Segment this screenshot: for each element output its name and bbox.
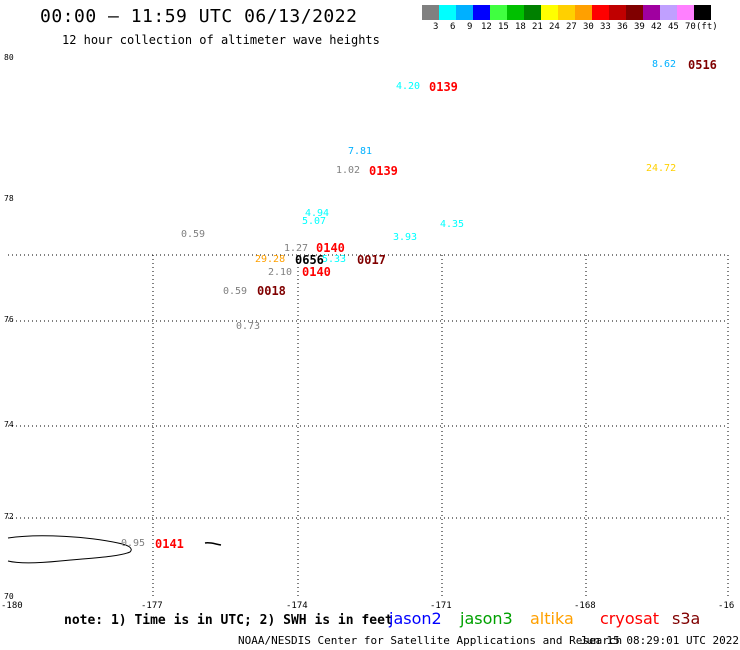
generated-timestamp: Jun 15 08:29:01 UTC 2022 xyxy=(580,634,739,647)
legend-label: 15 xyxy=(498,22,509,32)
legend-swatch xyxy=(541,5,558,20)
legend-label: 70 xyxy=(685,22,696,32)
legend-swatch xyxy=(490,5,507,20)
swh-reading: 8.62 xyxy=(652,59,677,70)
legend-swatch xyxy=(439,5,456,20)
credit-line: NOAA/NESDIS Center for Satellite Applica… xyxy=(238,634,623,647)
satellite-jason3: jason3 xyxy=(460,609,513,628)
pass-time: 0139 xyxy=(429,80,458,94)
legend-label: 42 xyxy=(651,22,662,32)
legend-label: 18 xyxy=(515,22,526,32)
pass-time: 0656 xyxy=(295,253,324,267)
lon-label: -16 xyxy=(718,601,735,611)
legend-label: 27 xyxy=(566,22,577,32)
legend-swatch xyxy=(507,5,524,20)
color-legend-labels: 3 6 9 12 15 18 21 24 27 30 33 36 39 42 45 70 (ft) xyxy=(422,22,740,34)
satellite-cryosat: cryosat xyxy=(600,609,660,628)
legend-label: 21 xyxy=(532,22,543,32)
legend-label: 3 xyxy=(433,22,439,32)
lon-label: -168 xyxy=(574,601,596,611)
swh-reading: 4.20 xyxy=(396,81,421,92)
legend-swatch xyxy=(473,5,490,20)
legend-label: 12 xyxy=(481,22,492,32)
lat-label: 80 xyxy=(4,53,14,62)
lat-label: 70 xyxy=(4,592,14,601)
legend-label: 33 xyxy=(600,22,611,32)
coastline-islet xyxy=(204,542,222,546)
pass-time: 0139 xyxy=(369,164,398,178)
legend-label: 30 xyxy=(583,22,594,32)
swh-reading: 0.95 xyxy=(121,538,146,549)
legend-swatch xyxy=(575,5,592,20)
legend-swatch xyxy=(626,5,643,20)
swh-reading: 5.07 xyxy=(302,216,327,227)
legend-swatch xyxy=(558,5,575,20)
satellite-s3a: s3a xyxy=(672,609,701,628)
legend-label: 36 xyxy=(617,22,628,32)
map-title: 00:00 – 11:59 UTC 06/13/2022 xyxy=(40,6,358,27)
satellite-altika: altika xyxy=(530,609,574,628)
legend-label: 9 xyxy=(467,22,473,32)
lat-label: 72 xyxy=(4,512,14,521)
swh-reading: 4.35 xyxy=(440,219,465,230)
swh-reading: 4.94 xyxy=(305,208,330,219)
legend-swatch xyxy=(643,5,660,20)
lon-label: -177 xyxy=(141,601,163,611)
lon-label: -180 xyxy=(1,601,23,611)
map-subtitle: 12 hour collection of altimeter wave hei… xyxy=(62,33,380,47)
color-legend xyxy=(422,5,711,21)
pass-time: 0140 xyxy=(316,241,345,255)
legend-swatch xyxy=(592,5,609,20)
satellite-jason2: jason2 xyxy=(389,609,442,628)
pass-time: 0018 xyxy=(257,284,286,298)
pass-time: 0017 xyxy=(357,253,386,267)
swh-reading: 5.33 xyxy=(322,254,347,265)
legend-swatch xyxy=(694,5,711,20)
lat-label: 78 xyxy=(4,194,14,203)
legend-label: 45 xyxy=(668,22,679,32)
legend-label: (ft) xyxy=(696,22,718,32)
legend-swatch xyxy=(660,5,677,20)
swh-reading: 24.72 xyxy=(646,163,677,174)
pass-time: 0516 xyxy=(688,58,717,72)
legend-swatch xyxy=(456,5,473,20)
footer-note: note: 1) Time is in UTC; 2) SWH is in fe… xyxy=(64,613,393,628)
legend-label: 39 xyxy=(634,22,645,32)
swh-reading: 0.73 xyxy=(236,321,261,332)
swh-reading: 2.10 xyxy=(268,267,293,278)
swh-reading: 1.02 xyxy=(336,165,361,176)
lat-label: 74 xyxy=(4,420,14,429)
swh-reading: 3.93 xyxy=(393,232,418,243)
legend-label: 24 xyxy=(549,22,560,32)
legend-swatch xyxy=(609,5,626,20)
pass-time: 0141 xyxy=(155,537,184,551)
swh-reading: 7.81 xyxy=(348,146,373,157)
lon-label: -171 xyxy=(430,601,452,611)
pass-time: 0140 xyxy=(302,265,331,279)
swh-reading: 29.28 xyxy=(255,254,286,265)
legend-swatch xyxy=(422,5,439,20)
swh-reading: 0.59 xyxy=(181,229,206,240)
legend-label: 6 xyxy=(450,22,456,32)
lon-label: -174 xyxy=(286,601,308,611)
legend-swatch xyxy=(677,5,694,20)
lat-label: 76 xyxy=(4,315,14,324)
legend-swatch xyxy=(524,5,541,20)
coastline-island xyxy=(7,535,132,564)
swh-reading: 0.59 xyxy=(223,286,248,297)
swh-reading: 1.27 xyxy=(284,243,309,254)
